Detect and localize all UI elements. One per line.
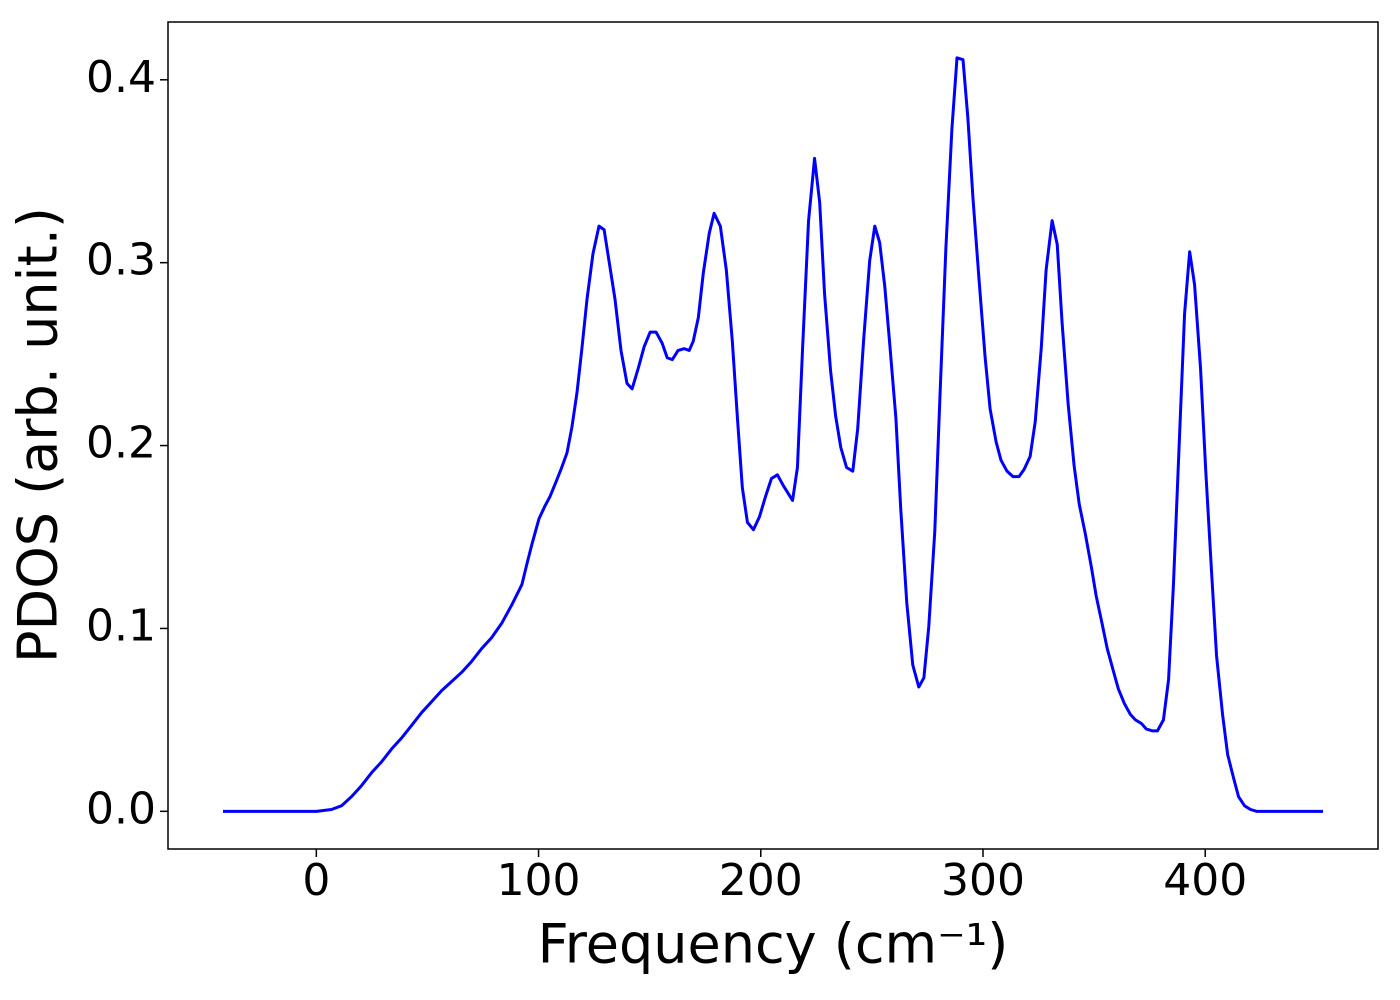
- x-tick-label: 0: [302, 855, 330, 906]
- x-tick-label: 400: [1163, 855, 1247, 906]
- x-tick-label: 100: [497, 855, 581, 906]
- y-tick-label: 0.0: [86, 783, 156, 834]
- data-line: [223, 56, 1323, 813]
- plot-frame: [167, 21, 1379, 850]
- y-tick-label: 0.1: [86, 600, 156, 651]
- x-axis-label: Frequency (cm⁻¹): [538, 913, 1009, 976]
- y-tick-label: 0.4: [86, 52, 156, 103]
- y-axis-label: PDOS (arb. unit.): [7, 207, 70, 663]
- x-tick-label: 300: [941, 855, 1025, 906]
- x-tick-label: 200: [719, 855, 803, 906]
- y-tick-label: 0.2: [86, 418, 156, 469]
- y-tick-label: 0.3: [86, 235, 156, 286]
